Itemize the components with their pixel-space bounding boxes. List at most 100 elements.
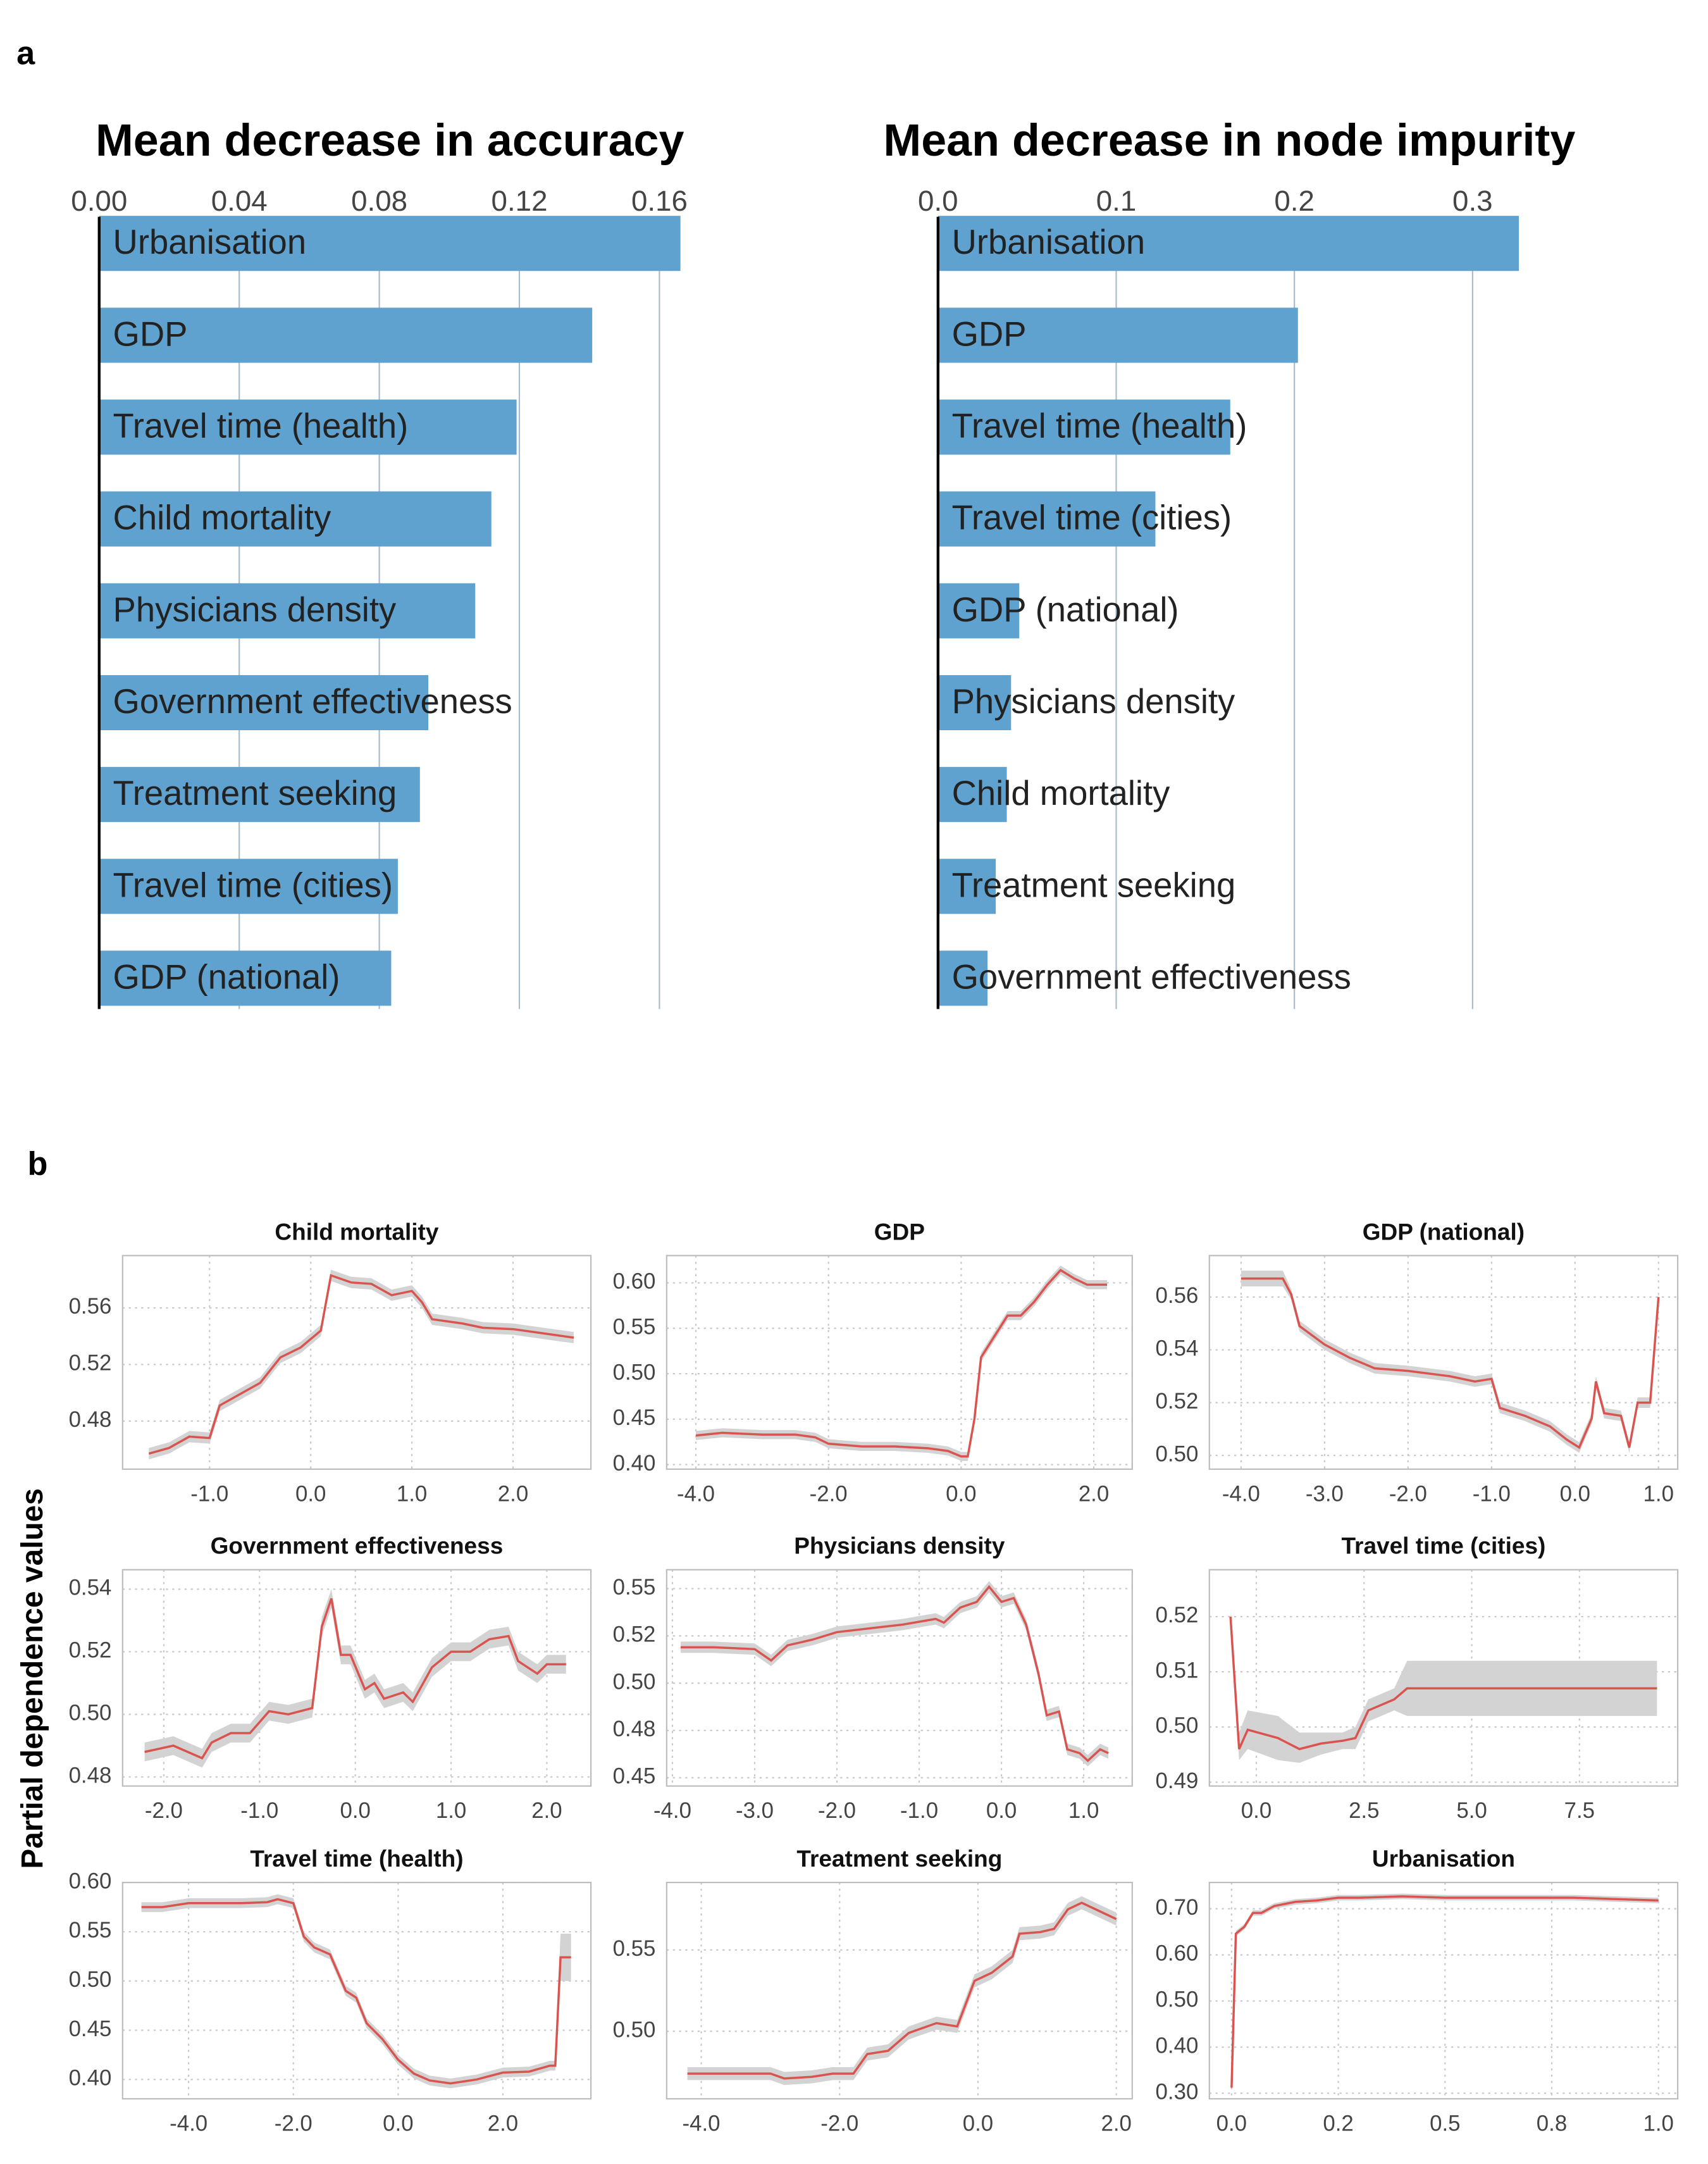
- chart-title: GDP: [874, 1218, 925, 1245]
- x-tick-label: 0.0: [383, 2111, 413, 2136]
- x-tick-label: -3.0: [1306, 1481, 1344, 1506]
- panel-border: [1208, 1881, 1679, 2100]
- y-tick-label: 0.55: [613, 1314, 656, 1339]
- x-tick-label: -2.0: [810, 1481, 848, 1506]
- bar: [99, 767, 420, 823]
- y-tick-label: 0.49: [1156, 1769, 1199, 1793]
- x-tick-label: 0.5: [1430, 2111, 1460, 2136]
- y-tick-label: 0.50: [613, 1669, 656, 1694]
- x-tick-label: 0.0: [295, 1481, 326, 1506]
- bar-label: Child mortality: [952, 774, 1171, 812]
- chart-title: Mean decrease in accuracy: [96, 115, 684, 166]
- confidence-band: [1230, 1611, 1657, 1763]
- x-tick-label: 0.08: [351, 185, 407, 217]
- bar: [99, 859, 398, 914]
- y-tick-label: 0.56: [69, 1294, 112, 1319]
- x-tick-label: 2.0: [1079, 1481, 1109, 1506]
- y-tick-label: 0.54: [1156, 1336, 1199, 1360]
- bar: [938, 767, 1007, 823]
- x-tick-label: -2.0: [818, 1798, 856, 1823]
- x-tick-label: 0.0: [963, 2111, 993, 2136]
- panel-border: [665, 1569, 1133, 1787]
- x-tick-label: 0.0: [1241, 1798, 1272, 1823]
- y-tick-label: 0.50: [69, 1701, 112, 1726]
- y-tick-label: 0.52: [1156, 1389, 1199, 1414]
- x-tick-label: -4.0: [677, 1481, 715, 1506]
- bar-label: GDP (national): [952, 590, 1179, 629]
- bar-label: Urbanisation: [952, 223, 1146, 261]
- panel-label: a: [16, 35, 35, 72]
- x-tick-label: -3.0: [736, 1798, 774, 1823]
- x-tick-label: 1.0: [1068, 1798, 1099, 1823]
- y-tick-label: 0.52: [1156, 1603, 1199, 1627]
- bar: [938, 859, 996, 914]
- line: [1241, 1277, 1660, 1450]
- line: [144, 1598, 566, 1760]
- y-tick-label: 0.45: [613, 1764, 656, 1789]
- line: [141, 1898, 571, 2085]
- y-tick-label: 0.52: [69, 1638, 112, 1663]
- y-tick-label: 0.60: [69, 1869, 112, 1893]
- bar-label: Child mortality: [113, 499, 332, 537]
- x-tick-label: -2.0: [145, 1798, 183, 1823]
- panel-label: b: [28, 1146, 48, 1183]
- bar-label: Physicians density: [113, 590, 397, 629]
- y-tick-label: 0.50: [69, 1967, 112, 1992]
- x-tick-label: -4.0: [170, 2111, 207, 2136]
- y-tick-label: 0.50: [1156, 1713, 1199, 1738]
- x-tick-label: -1.0: [190, 1481, 228, 1506]
- bar-label: Travel time (cities): [952, 499, 1232, 537]
- bar: [938, 675, 1012, 731]
- x-tick-label: 0.2: [1274, 185, 1315, 217]
- bar: [938, 308, 1298, 363]
- bar-label: Treatment seeking: [113, 774, 397, 812]
- x-tick-label: 0.1: [1096, 185, 1137, 217]
- chart-title: Physicians density: [794, 1533, 1005, 1559]
- bar-label: Government effectiveness: [113, 682, 512, 721]
- y-tick-label: 0.48: [69, 1763, 112, 1788]
- x-tick-label: 0.0: [340, 1798, 370, 1823]
- line: [148, 1274, 574, 1455]
- bar-label: Physicians density: [952, 682, 1235, 721]
- y-tick-label: 0.45: [69, 2017, 112, 2041]
- y-tick-label: 0.55: [613, 1936, 656, 1961]
- bar-label: Travel time (cities): [113, 866, 393, 904]
- chart-title: Treatment seeking: [796, 1845, 1002, 1872]
- x-tick-label: 5.0: [1456, 1798, 1487, 1823]
- bar-label: Travel time (health): [952, 407, 1247, 445]
- bar: [99, 399, 517, 455]
- panel-border: [121, 1881, 592, 2100]
- y-tick-label: 0.56: [1156, 1283, 1199, 1308]
- y-tick-label: 0.50: [1156, 1987, 1199, 2012]
- x-tick-label: 0.0: [918, 185, 958, 217]
- x-tick-label: 1.0: [1643, 1481, 1674, 1506]
- y-tick-label: 0.45: [613, 1405, 656, 1430]
- confidence-band: [149, 1269, 574, 1460]
- y-tick-label: 0.48: [613, 1717, 656, 1741]
- bar: [99, 950, 392, 1006]
- x-tick-label: 7.5: [1564, 1798, 1595, 1823]
- x-tick-label: 0.16: [631, 185, 688, 217]
- bar-label: Urbanisation: [113, 223, 307, 261]
- x-tick-label: -2.0: [275, 2111, 313, 2136]
- x-tick-label: -1.0: [1473, 1481, 1511, 1506]
- x-tick-label: 0.12: [492, 185, 548, 217]
- bar-label: Government effectiveness: [952, 958, 1351, 997]
- y-tick-label: 0.50: [613, 1360, 656, 1384]
- x-tick-label: -4.0: [683, 2111, 721, 2136]
- x-tick-label: 0.04: [211, 185, 268, 217]
- x-tick-label: -4.0: [653, 1798, 691, 1823]
- x-tick-label: 1.0: [397, 1481, 427, 1506]
- bar: [99, 583, 476, 638]
- line: [1229, 1616, 1657, 1751]
- y-tick-label: 0.40: [69, 2066, 112, 2091]
- panel-border: [1208, 1255, 1679, 1470]
- y-tick-label: 0.48: [69, 1407, 112, 1432]
- x-tick-label: 0.3: [1452, 185, 1493, 217]
- x-tick-label: 2.5: [1349, 1798, 1379, 1823]
- bar-label: GDP (national): [113, 958, 340, 997]
- x-tick-label: 2.0: [498, 1481, 528, 1506]
- x-tick-label: -2.0: [820, 2111, 858, 2136]
